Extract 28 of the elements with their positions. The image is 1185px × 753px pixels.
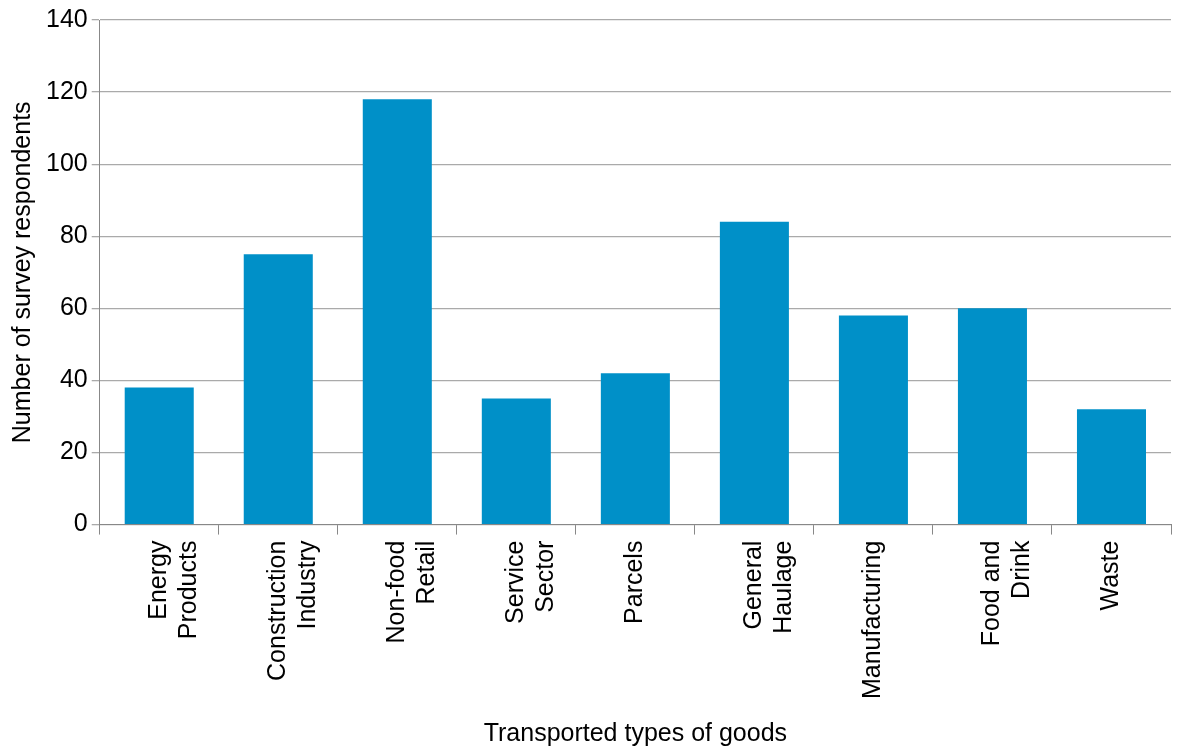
- x-tick-label: Non-food Retail: [381, 540, 440, 644]
- bar: [362, 99, 432, 524]
- bar: [124, 387, 194, 524]
- bar: [243, 254, 313, 524]
- bar: [838, 315, 908, 524]
- bar: [1076, 409, 1146, 524]
- y-tick-label: 40: [59, 364, 88, 393]
- x-tick-label: Food and Drink: [976, 540, 1035, 647]
- bar: [600, 373, 670, 524]
- y-tick-label: 140: [45, 3, 88, 32]
- x-tick-label: Energy Products: [143, 540, 202, 640]
- y-tick-label: 120: [45, 75, 88, 104]
- y-tick-label: 100: [45, 148, 88, 177]
- bar: [481, 398, 551, 524]
- y-tick-label: 80: [59, 220, 88, 249]
- bar: [719, 221, 789, 524]
- x-tick-label: Service Sector: [500, 540, 559, 624]
- y-tick-label: 0: [73, 508, 88, 537]
- bar: [957, 308, 1027, 524]
- x-axis-title: Transported types of goods: [483, 717, 788, 746]
- y-tick-label: 60: [59, 292, 88, 321]
- x-tick-label: Parcels: [619, 540, 648, 624]
- y-tick-label: 20: [59, 436, 88, 465]
- x-tick-label: Construction Industry: [262, 540, 321, 681]
- y-axis-title: Number of survey respondents: [6, 101, 35, 444]
- x-tick-label: Waste: [1095, 540, 1124, 611]
- x-tick-label: Manufacturing: [857, 540, 886, 700]
- x-tick-label: General Haulage: [738, 540, 797, 634]
